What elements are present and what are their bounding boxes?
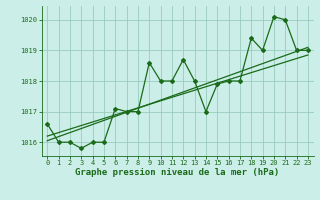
X-axis label: Graphe pression niveau de la mer (hPa): Graphe pression niveau de la mer (hPa) (76, 168, 280, 177)
